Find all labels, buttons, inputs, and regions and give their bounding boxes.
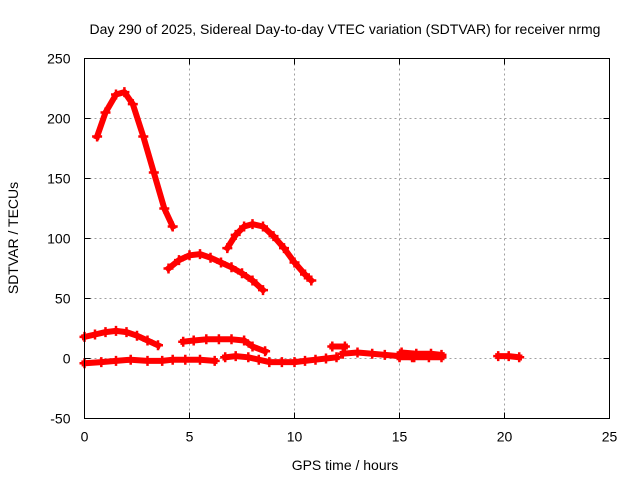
data-point — [237, 268, 247, 279]
data-point — [90, 329, 100, 340]
data-point — [423, 352, 434, 363]
data-point — [142, 335, 153, 346]
data-point — [205, 252, 216, 263]
data-point — [96, 357, 107, 368]
data-point — [184, 250, 195, 261]
data-point — [138, 131, 149, 142]
data-point — [216, 257, 226, 268]
data-point — [213, 334, 224, 345]
data-point — [167, 221, 178, 232]
data-point — [132, 330, 142, 341]
data-point — [121, 327, 132, 338]
data-point — [230, 351, 241, 362]
data-point — [180, 354, 191, 365]
y-tick-label: 100 — [47, 231, 71, 247]
y-tick-label: 0 — [63, 351, 71, 367]
data-point — [264, 357, 275, 368]
x-tick-label: 10 — [287, 429, 303, 445]
y-tick-label: 200 — [47, 111, 71, 127]
data-point — [159, 203, 170, 214]
x-tick-label: 0 — [81, 429, 89, 445]
data-point — [253, 354, 264, 365]
data-point — [125, 354, 136, 365]
data-point — [222, 243, 233, 254]
data-point — [260, 346, 271, 357]
data-point — [247, 275, 258, 286]
data-series-arc-3 — [223, 221, 316, 285]
data-point — [111, 355, 121, 366]
data-point — [163, 263, 174, 274]
data-point — [174, 255, 184, 266]
data-point — [157, 355, 168, 366]
data-point — [379, 349, 390, 360]
data-point — [306, 275, 317, 286]
data-point — [111, 325, 121, 336]
data-point — [247, 341, 258, 352]
y-tick-label: -50 — [50, 411, 70, 427]
y-tick-label: 50 — [55, 291, 71, 307]
data-point — [337, 348, 348, 359]
data-point — [436, 352, 447, 363]
data-point — [230, 229, 241, 240]
data-point — [142, 355, 153, 366]
chart-title: Day 290 of 2025, Sidereal Day-to-day VTE… — [90, 21, 601, 37]
data-point — [300, 269, 310, 280]
data-point — [268, 231, 279, 242]
x-tick-label: 25 — [602, 429, 618, 445]
data-point — [119, 87, 130, 98]
data-point — [226, 262, 237, 273]
data-point — [300, 355, 310, 366]
data-point — [239, 221, 250, 232]
data-point — [167, 354, 178, 365]
data-point — [148, 167, 159, 178]
data-point — [331, 352, 342, 363]
data-series-arc-2 — [164, 251, 268, 295]
data-point — [111, 89, 121, 100]
data-point — [321, 353, 331, 364]
data-point — [239, 335, 250, 346]
data-point — [279, 243, 289, 254]
data-point — [195, 354, 205, 365]
data-point — [195, 249, 205, 260]
data-point — [503, 351, 514, 362]
data-point — [276, 357, 287, 368]
y-tick-label: 150 — [47, 171, 71, 187]
data-point — [258, 221, 268, 232]
x-tick-label: 15 — [392, 429, 408, 445]
data-point — [352, 347, 363, 358]
data-point — [327, 341, 338, 352]
tick-layer: 0 5 10 15 20 25 -50 0 50 100 150 200 250 — [47, 51, 617, 445]
x-axis-label: GPS time / hours — [292, 457, 399, 473]
data-point — [178, 336, 189, 347]
data-point — [226, 334, 237, 345]
x-tick-label: 20 — [497, 429, 513, 445]
data-point — [289, 257, 300, 268]
data-point — [493, 351, 504, 362]
data-point — [289, 357, 300, 368]
data-point — [243, 352, 254, 363]
data-point — [258, 285, 268, 296]
y-axis-label: SDTVAR / TECUs — [5, 182, 21, 294]
data-point — [514, 352, 525, 363]
data-point — [92, 131, 103, 142]
data-point — [339, 341, 350, 352]
y-tick-label: 250 — [47, 51, 71, 67]
data-point — [220, 352, 231, 363]
data-point — [153, 340, 163, 351]
data-point — [247, 219, 258, 230]
data-point — [310, 354, 321, 365]
data-point — [394, 352, 405, 363]
data-point — [188, 335, 199, 346]
data-point — [201, 334, 212, 345]
series-layer — [79, 87, 525, 369]
x-tick-label: 5 — [186, 429, 194, 445]
data-point — [127, 99, 138, 110]
data-point — [100, 107, 111, 118]
data-point — [409, 352, 420, 363]
data-point — [209, 355, 220, 366]
data-point — [367, 348, 378, 359]
data-series-arc-6 — [81, 356, 218, 367]
data-point — [100, 327, 111, 338]
